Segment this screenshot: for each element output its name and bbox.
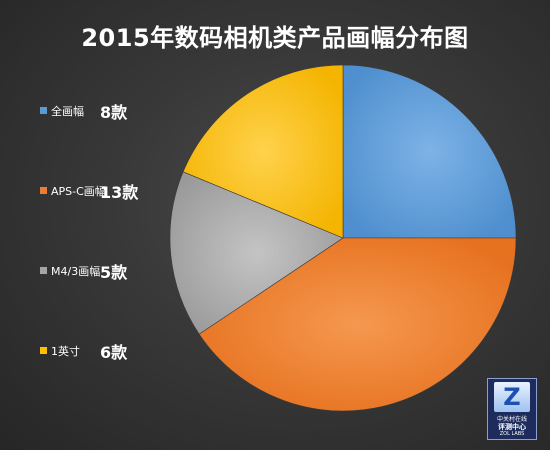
legend-label: APS-C画幅: [51, 185, 106, 198]
legend-item-m43: M4/3画幅 5款: [40, 259, 200, 283]
legend-swatch: [40, 187, 47, 194]
legend-swatch: [40, 267, 47, 274]
pie-slice-full-frame: [342, 64, 517, 239]
data-label: 6款: [100, 343, 128, 362]
zol-labs-badge: Z 中关村在线 评测中心 ZOL LABS: [487, 378, 537, 440]
data-label: 13款: [100, 183, 139, 202]
badge-dept-name: 评测中心: [498, 423, 526, 431]
logo-letter: Z: [503, 383, 521, 411]
data-label: 8款: [100, 103, 128, 122]
legend-label: M4/3画幅: [51, 265, 101, 278]
legend-label: 1英寸: [51, 345, 80, 358]
pie-slices: [169, 64, 517, 412]
legend-item-1inch: 1英寸 6款: [40, 339, 200, 363]
legend-swatch: [40, 107, 47, 114]
pie-slice-1inch: [182, 64, 344, 239]
legend-label: 全画幅: [51, 105, 84, 118]
chart-title: 2015年数码相机类产品画幅分布图: [81, 24, 469, 52]
legend-item-full-frame: 全画幅 8款: [40, 99, 200, 123]
legend-item-aps-c: APS-C画幅 13款: [40, 179, 200, 203]
zol-logo-icon: Z: [494, 382, 530, 412]
badge-english-name: ZOL LABS: [499, 431, 525, 437]
pie-slice-m43: [169, 171, 344, 335]
badge-site-name: 中关村在线: [496, 416, 527, 423]
data-label: 5款: [100, 263, 128, 282]
legend-swatch: [40, 347, 47, 354]
